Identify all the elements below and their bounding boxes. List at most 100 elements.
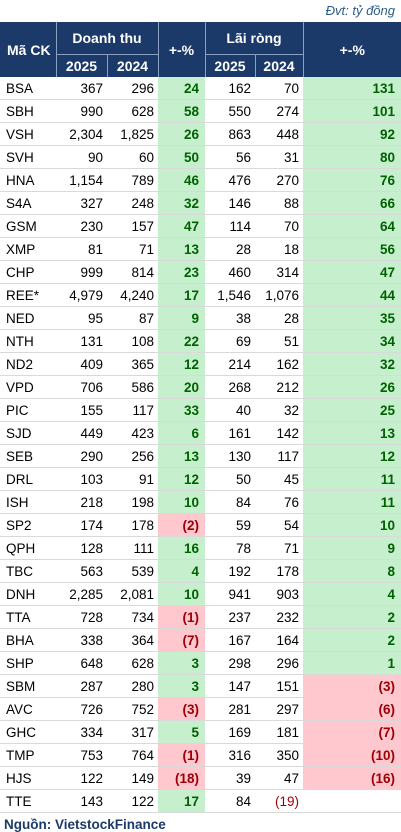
- net-profit-2025-cell: 460: [205, 260, 255, 284]
- revenue-2024-cell: 178: [107, 513, 158, 537]
- revenue-2025-cell: 728: [56, 605, 107, 629]
- net-profit-2025-cell: 863: [205, 122, 255, 146]
- revenue-2024-cell: 122: [107, 789, 158, 813]
- revenue-2024-cell: 2,081: [107, 582, 158, 606]
- table-row: SVH 90 60 50 56 31 80: [0, 145, 401, 169]
- revenue-2025-cell: 131: [56, 329, 107, 353]
- ticker-cell: BSA: [0, 77, 56, 100]
- table-row: SJD 449 423 6 161 142 13: [0, 421, 401, 445]
- revenue-2024-cell: 789: [107, 168, 158, 192]
- revenue-change-cell: 16: [158, 536, 205, 560]
- table-row: NTH 131 108 22 69 51 34: [0, 329, 401, 353]
- net-profit-2025-cell: 130: [205, 444, 255, 468]
- net-profit-2025-cell: 192: [205, 559, 255, 583]
- ticker-cell: TBC: [0, 559, 56, 583]
- revenue-2025-cell: 409: [56, 352, 107, 376]
- ticker-cell: XMP: [0, 237, 56, 261]
- table-row: CHP 999 814 23 460 314 47: [0, 260, 401, 284]
- ticker-cell: SJD: [0, 421, 56, 445]
- revenue-change-cell: 5: [158, 720, 205, 744]
- revenue-change-cell: 9: [158, 306, 205, 330]
- revenue-2024-cell: 198: [107, 490, 158, 514]
- net-profit-2024-cell: 1,076: [255, 283, 304, 307]
- revenue-change-cell: (1): [158, 605, 205, 629]
- revenue-2024-cell: 91: [107, 467, 158, 491]
- net-profit-2025-cell: 316: [205, 743, 255, 767]
- revenue-change-cell: 13: [158, 237, 205, 261]
- net-profit-2025-cell: 28: [205, 237, 255, 261]
- net-profit-2025-cell: 147: [205, 674, 255, 698]
- net-profit-2025-cell: 476: [205, 168, 255, 192]
- net-profit-2024-cell: 178: [255, 559, 304, 583]
- revenue-2024-cell: 752: [107, 697, 158, 721]
- ticker-cell: ISH: [0, 490, 56, 514]
- net-profit-2024-cell: 28: [255, 306, 304, 330]
- net-profit-change-cell: 64: [303, 214, 401, 238]
- header-net-profit-2024: 2024: [254, 54, 304, 77]
- revenue-change-cell: 10: [158, 582, 205, 606]
- net-profit-change-cell: 56: [303, 237, 401, 261]
- table-row: SP2 174 178 (2) 59 54 10: [0, 513, 401, 537]
- net-profit-change-cell: 92: [303, 122, 401, 146]
- net-profit-change-cell: 11: [303, 467, 401, 491]
- net-profit-2024-cell: 151: [255, 674, 304, 698]
- net-profit-change-cell: 9: [303, 536, 401, 560]
- net-profit-2024-cell: 70: [255, 77, 304, 100]
- table-row: VPD 706 586 20 268 212 26: [0, 375, 401, 399]
- ticker-cell: PIC: [0, 398, 56, 422]
- net-profit-2024-cell: 162: [255, 352, 304, 376]
- revenue-2025-cell: 90: [56, 145, 107, 169]
- revenue-change-cell: 17: [158, 789, 205, 813]
- net-profit-change-cell: (10): [303, 743, 401, 767]
- revenue-change-cell: 32: [158, 191, 205, 215]
- revenue-2024-cell: 108: [107, 329, 158, 353]
- revenue-2024-cell: 814: [107, 260, 158, 284]
- net-profit-2024-cell: 70: [255, 214, 304, 238]
- revenue-change-cell: (7): [158, 628, 205, 652]
- revenue-2024-cell: 734: [107, 605, 158, 629]
- table-row: NED 95 87 9 38 28 35: [0, 306, 401, 330]
- net-profit-change-cell: 131: [303, 77, 401, 100]
- ticker-cell: REE*: [0, 283, 56, 307]
- net-profit-2025-cell: 281: [205, 697, 255, 721]
- net-profit-2025-cell: 237: [205, 605, 255, 629]
- net-profit-2024-cell: 142: [255, 421, 304, 445]
- header-net-profit: Lãi ròng: [204, 22, 304, 55]
- ticker-cell: VPD: [0, 375, 56, 399]
- revenue-2024-cell: 87: [107, 306, 158, 330]
- revenue-change-cell: 24: [158, 77, 205, 100]
- ticker-cell: SP2: [0, 513, 56, 537]
- revenue-2025-cell: 4,979: [56, 283, 107, 307]
- revenue-change-cell: (3): [158, 697, 205, 721]
- revenue-change-cell: 13: [158, 444, 205, 468]
- net-profit-change-cell: 76: [303, 168, 401, 192]
- net-profit-change-cell: 10: [303, 513, 401, 537]
- revenue-2025-cell: 287: [56, 674, 107, 698]
- revenue-2025-cell: 155: [56, 398, 107, 422]
- net-profit-change-cell: 13: [303, 421, 401, 445]
- revenue-2025-cell: 2,285: [56, 582, 107, 606]
- net-profit-2025-cell: 40: [205, 398, 255, 422]
- header-revenue-change: +-%: [157, 22, 205, 77]
- revenue-2025-cell: 327: [56, 191, 107, 215]
- net-profit-2025-cell: 169: [205, 720, 255, 744]
- net-profit-2025-cell: 59: [205, 513, 255, 537]
- ticker-cell: TMP: [0, 743, 56, 767]
- net-profit-change-cell: 2: [303, 628, 401, 652]
- net-profit-change-cell: (7): [303, 720, 401, 744]
- net-profit-2025-cell: 146: [205, 191, 255, 215]
- revenue-2025-cell: 726: [56, 697, 107, 721]
- table-row: HNA 1,154 789 46 476 270 76: [0, 168, 401, 192]
- revenue-2025-cell: 648: [56, 651, 107, 675]
- net-profit-2025-cell: 38: [205, 306, 255, 330]
- table-row: GSM 230 157 47 114 70 64: [0, 214, 401, 238]
- net-profit-2025-cell: 161: [205, 421, 255, 445]
- net-profit-2024-cell: 54: [255, 513, 304, 537]
- revenue-2025-cell: 753: [56, 743, 107, 767]
- table-row: S4A 327 248 32 146 88 66: [0, 191, 401, 215]
- revenue-2025-cell: 449: [56, 421, 107, 445]
- net-profit-change-cell: 2: [303, 605, 401, 629]
- ticker-cell: DNH: [0, 582, 56, 606]
- table-row: SEB 290 256 13 130 117 12: [0, 444, 401, 468]
- revenue-change-cell: 47: [158, 214, 205, 238]
